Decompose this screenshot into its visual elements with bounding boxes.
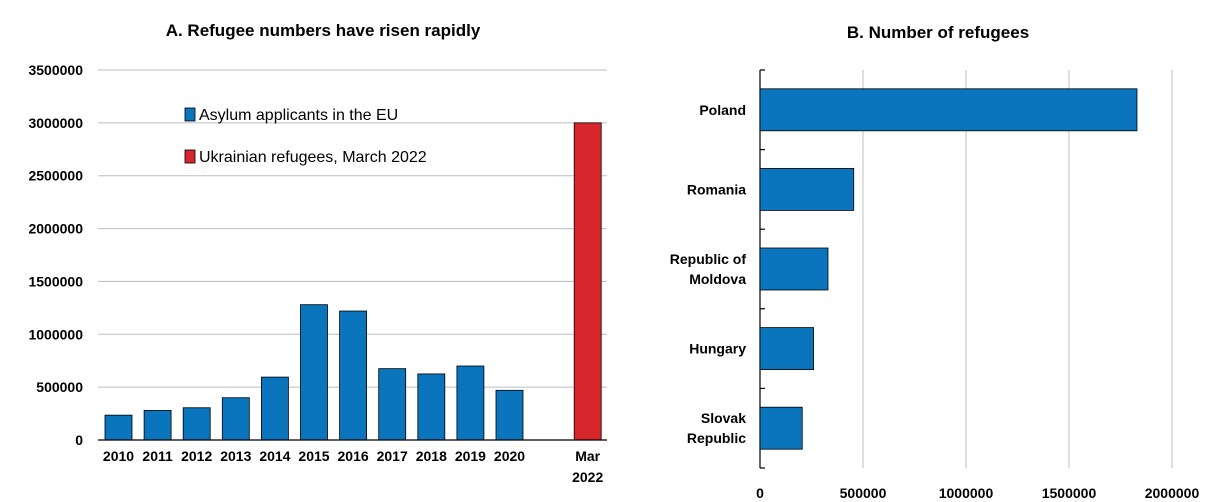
chart-b-y-tick-label: Romania <box>687 181 746 197</box>
chart-a-bar <box>495 389 524 441</box>
chart-a-y-tick-label: 2500000 <box>28 168 83 184</box>
chart-a-bar <box>143 409 172 441</box>
chart-a-bar <box>417 373 446 441</box>
chart-a-legend: Asylum applicants in the EU Ukrainian re… <box>184 107 427 166</box>
chart-a-bar <box>182 407 211 441</box>
chart-b-bar <box>759 327 814 371</box>
legend-swatch-ukraine <box>184 149 196 164</box>
chart-b-x-tick-label: 0 <box>756 485 764 501</box>
legend-label-ukraine: Ukrainian refugees, March 2022 <box>199 149 427 166</box>
chart-b-y-tick-label: Republic of <box>670 251 747 267</box>
chart-a-y-tick-label: 1500000 <box>28 273 83 289</box>
chart-a-bar <box>378 368 407 441</box>
chart-a-x-tick-label: Mar <box>575 448 600 464</box>
legend-label-asylum: Asylum applicants in the EU <box>199 107 398 124</box>
chart-b-y-tick-label: Moldova <box>689 271 746 287</box>
chart-a-y-tick-label: 500000 <box>36 379 83 395</box>
chart-a-bar <box>456 365 485 441</box>
chart-a-x-tick-label: 2014 <box>259 448 290 464</box>
chart-b-title: B. Number of refugees <box>847 23 1029 42</box>
chart-a-y-tick-label: 2000000 <box>28 221 83 237</box>
chart-b-y-tick-label: Republic <box>687 430 746 446</box>
chart-a-x-tick-label: 2013 <box>220 448 251 464</box>
chart-b-bar <box>759 247 829 291</box>
chart-a-x-tick-label: 2012 <box>181 448 212 464</box>
chart-b-bar <box>759 406 803 450</box>
chart-b-y-tick-label: Hungary <box>689 341 746 357</box>
chart-a-y-tick-label: 1000000 <box>28 326 83 342</box>
chart-a-y-tick-label: 3000000 <box>28 115 83 131</box>
chart-b-bar <box>759 88 1138 132</box>
chart-a-x-tick-label: 2018 <box>416 448 447 464</box>
chart-a-bar <box>339 310 368 441</box>
chart-a-bar <box>221 397 250 441</box>
chart-b-x-tick-label: 1500000 <box>1042 485 1097 501</box>
chart-b: 0 500000 1000000 1500000 2000000 Poland Romani… <box>670 69 1200 501</box>
chart-b-x-tick-label: 2000000 <box>1145 485 1200 501</box>
chart-a-y-tick-label: 0 <box>75 432 83 448</box>
chart-a-x-tick-label: 2016 <box>338 448 369 464</box>
chart-a-x-tick-label: 2015 <box>298 448 329 464</box>
chart-a-bar <box>104 414 133 441</box>
chart-b-bar <box>759 167 855 211</box>
chart-a-y-tick-label: 3500000 <box>28 62 83 78</box>
chart-a-x-tick-label: 2019 <box>455 448 486 464</box>
chart-a: 0 500000 1000000 1500000 2000000 2500000 30000… <box>28 62 607 485</box>
chart-a-title: A. Refugee numbers have risen rapidly <box>166 21 481 40</box>
chart-b-y-tick-label: Poland <box>699 102 746 118</box>
chart-a-x-tick-label: 2017 <box>377 448 408 464</box>
chart-a-x-tick-label: 2011 <box>142 448 173 464</box>
chart-a-bar <box>260 376 289 441</box>
chart-a-bar <box>573 122 602 441</box>
chart-a-x-tick-label: 2020 <box>494 448 525 464</box>
chart-a-x-tick-label: 2022 <box>572 469 603 485</box>
chart-b-x-tick-label: 1000000 <box>939 485 994 501</box>
chart-b-y-tick-label: Slovak <box>701 410 746 426</box>
chart-a-bar <box>300 304 328 441</box>
chart-b-x-tick-label: 500000 <box>840 485 887 501</box>
chart-a-x-tick-label: 2010 <box>103 448 134 464</box>
legend-swatch-asylum <box>184 107 196 122</box>
